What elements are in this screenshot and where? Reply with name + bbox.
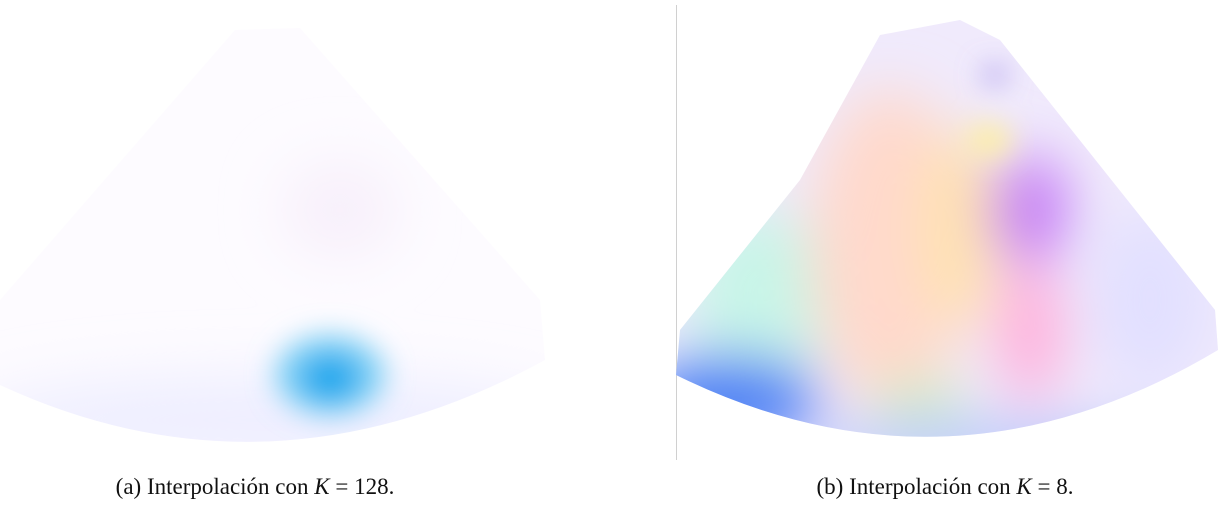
caption-relation: = 8 bbox=[1038, 474, 1068, 499]
caption-relation: = 128 bbox=[335, 474, 388, 499]
caption-end: . bbox=[389, 474, 395, 499]
image-b bbox=[640, 0, 1220, 470]
caption: (b) Interpolación con K = 8. bbox=[817, 474, 1074, 500]
caption-label: (a) bbox=[116, 474, 142, 499]
caption-label: (b) bbox=[817, 474, 844, 499]
caption-variable: K bbox=[314, 474, 329, 499]
caption-text: Interpolación con bbox=[147, 474, 309, 499]
figure-images bbox=[0, 0, 1220, 470]
page: (a) Interpolación con K = 128. (b) Inter… bbox=[0, 0, 1220, 510]
caption-text: Interpolación con bbox=[849, 474, 1011, 499]
caption-variable: K bbox=[1016, 474, 1031, 499]
caption-end: . bbox=[1068, 474, 1074, 499]
image-a bbox=[0, 0, 570, 470]
caption: (a) Interpolación con K = 128. bbox=[116, 474, 395, 500]
